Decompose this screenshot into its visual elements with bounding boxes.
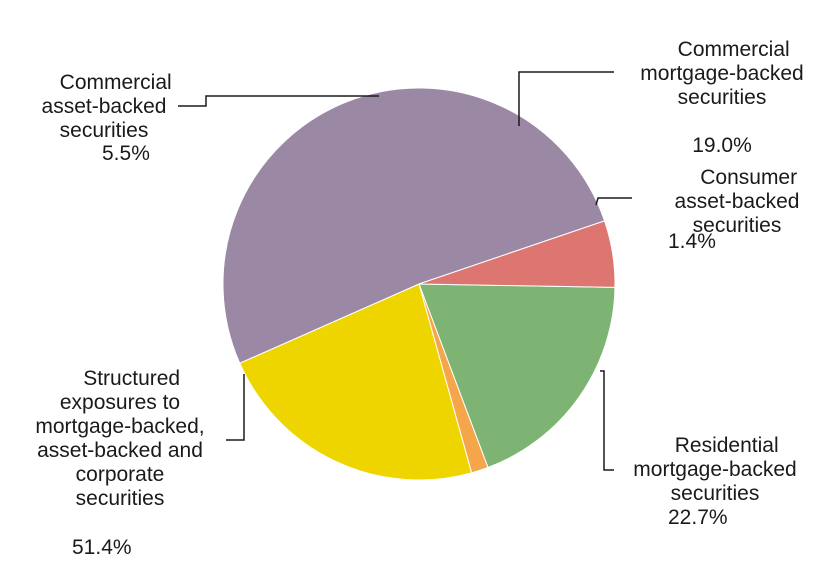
leader-line-3 <box>226 374 245 441</box>
leader-line-2 <box>600 370 614 471</box>
slice-value-label: 5.5% <box>102 142 150 165</box>
slice-value-label: 1.4% <box>668 230 716 253</box>
slice-value-label: 51.4% <box>72 536 132 559</box>
pie-slice-3 <box>222 87 606 364</box>
slice-label-text: Commercial mortgage-backed securities <box>640 38 804 109</box>
slice-label-text: Consumer asset-backed securities <box>674 166 800 237</box>
pie-slice-2 <box>239 283 473 481</box>
pie-slices <box>222 87 616 481</box>
slice-label-residential-mortgage-backed: Residential mortgage-backed securities <box>605 410 825 530</box>
slice-value-label: 19.0% <box>692 134 752 157</box>
leader-line-4 <box>178 95 379 107</box>
pie-slice-4 <box>418 220 616 288</box>
leader-line-1 <box>595 197 632 206</box>
slice-label-commercial-mortgage-backed: Commercial mortgage-backed securities 19… <box>612 14 827 206</box>
slice-label-consumer-asset-backed: Consumer asset-backed securities <box>642 142 827 262</box>
slice-label-text: Residential mortgage-backed securities <box>633 434 797 505</box>
slice-label-text: Commercial asset-backed securities <box>41 71 172 142</box>
slice-label-structured-exposures: Structured exposures to mortgage-backed,… <box>6 343 234 535</box>
slice-label-text: Structured exposures to mortgage-backed,… <box>35 367 205 510</box>
slice-value-label: 22.7% <box>668 506 728 529</box>
pie-slice-0 <box>418 283 616 469</box>
slice-label-commercial-asset-backed: Commercial asset-backed securities <box>14 47 194 167</box>
leader-line-0 <box>518 71 614 126</box>
leader-lines <box>178 71 632 471</box>
